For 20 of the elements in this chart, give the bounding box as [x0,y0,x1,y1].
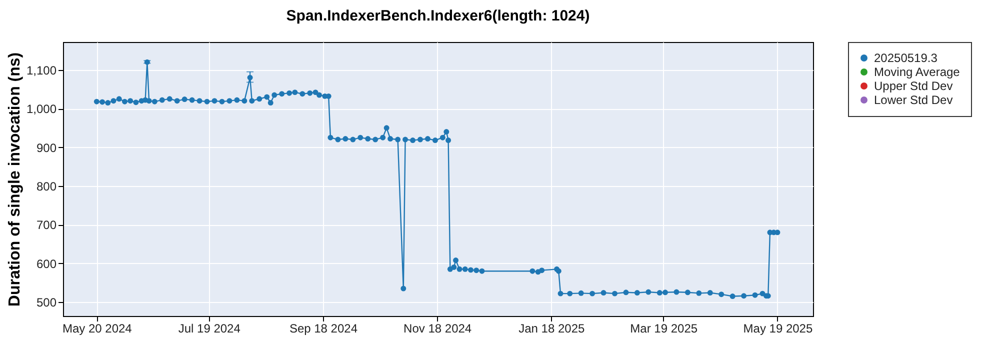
y-tick-label: 700 [36,218,57,232]
x-tick-label: Sep 18 2024 [289,322,358,336]
x-tick-label: Jan 18 2025 [518,322,586,336]
legend-label: Lower Std Dev [874,93,953,107]
legend-label: Moving Average [874,65,960,79]
legend-label: 20250519.3 [874,51,938,65]
x-tick-label: Jul 19 2024 [178,322,241,336]
x-tick-label: May 20 2024 [62,322,132,336]
y-tick-label: 600 [36,256,57,271]
y-tick-label: 1,000 [26,102,57,116]
x-tick-label: Mar 19 2025 [630,322,698,336]
y-tick-label: 800 [36,179,57,194]
x-tick-label: May 19 2025 [743,322,813,336]
x-tick-label: Nov 18 2024 [404,322,472,336]
y-tick-label: 500 [36,296,57,310]
y-tick-label: 1,100 [26,63,57,78]
y-axis-title: Duration of single invocation (ns) [6,52,24,307]
y-tick-label: 900 [36,140,57,155]
legend-label: Upper Std Dev [874,79,953,93]
chart-title: Span.IndexerBench.Indexer6(length: 1024) [286,8,590,24]
